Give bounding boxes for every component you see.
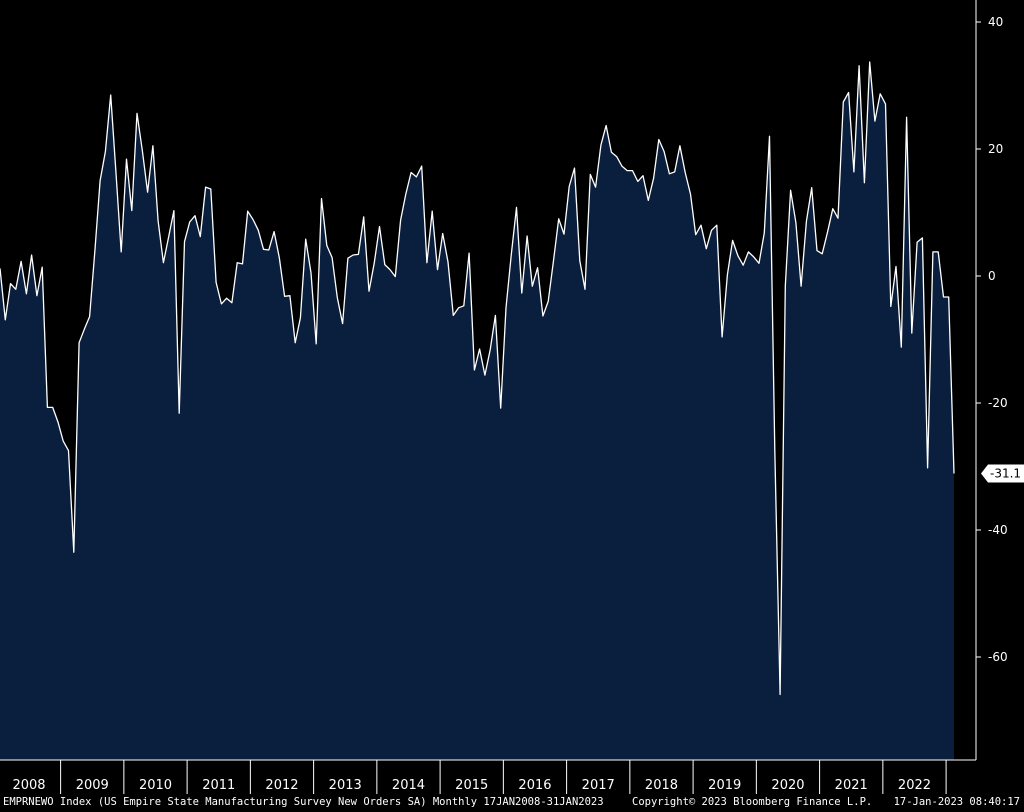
y-tick-label: -40 <box>988 523 1008 537</box>
x-tick-label: 2013 <box>329 778 362 793</box>
footer-series-text: EMPRNEWO Index (US Empire State Manufact… <box>3 796 604 808</box>
y-tick-label: -20 <box>988 396 1008 410</box>
x-tick-label: 2017 <box>582 778 615 793</box>
series-area <box>0 62 954 760</box>
x-tick-label: 2021 <box>835 778 868 793</box>
x-tick-label: 2020 <box>771 778 804 793</box>
x-tick-label: 2009 <box>76 778 109 793</box>
x-axis: 2008 2009 2010 2011 2012 2013 2014 2015 2016 2017… <box>0 759 976 794</box>
footer: EMPRNEWO Index (US Empire State Manufact… <box>0 794 1024 812</box>
last-value-flag <box>981 464 1024 483</box>
last-value-text: -31.1 <box>990 466 1021 480</box>
x-tick-label: 2015 <box>455 778 488 793</box>
footer-timestamp: 17-Jan-2023 08:40:17 <box>893 796 1020 808</box>
x-tick-label: 2014 <box>392 778 425 793</box>
plot-area <box>0 61 955 760</box>
x-tick-label: 2018 <box>645 778 678 793</box>
x-tick-label: 2012 <box>265 778 298 793</box>
x-tick-label: 2019 <box>708 778 741 793</box>
y-tick-label: 20 <box>988 142 1003 156</box>
x-tick-label: 2008 <box>12 778 45 793</box>
y-tick-label: -60 <box>988 650 1008 664</box>
x-tick-label: 2022 <box>898 778 931 793</box>
x-tick-label: 2016 <box>518 778 551 793</box>
last-value-label: -31.1 <box>981 464 1024 483</box>
footer-copyright: Copyright© 2023 Bloomberg Finance L.P. <box>632 796 873 808</box>
y-axis: 40 20 0 -20 -40 -60 <box>975 0 1008 760</box>
series-line <box>0 61 955 696</box>
x-tick-label: 2010 <box>139 778 172 793</box>
y-tick-label: 40 <box>988 15 1003 29</box>
x-tick-label: 2011 <box>202 778 235 793</box>
y-tick-label: 0 <box>988 269 996 283</box>
